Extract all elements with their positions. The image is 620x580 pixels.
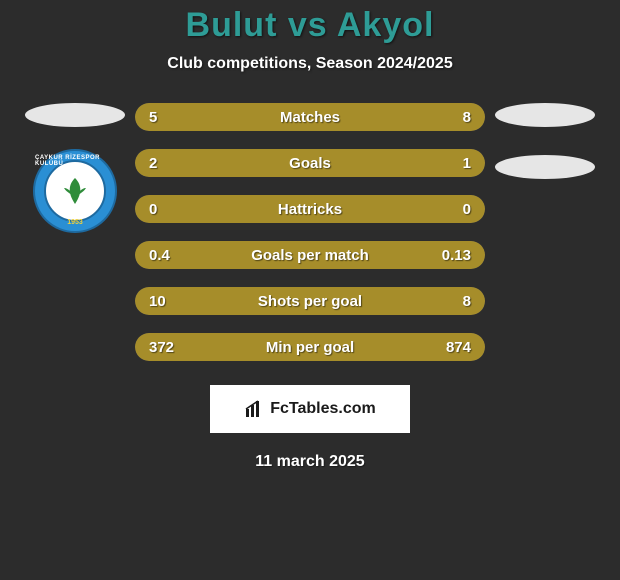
page-title: Bulut vs Akyol [0, 0, 620, 45]
content-row: ÇAYKUR RİZESPOR KULÜBÜ 1953 5 8 Matches 2 1 G… [0, 103, 620, 361]
stats-column: 5 8 Matches 2 1 Goals 0 0 Hattricks 0.4 0.13 Goals … [135, 103, 485, 361]
stat-value-right: 0.13 [442, 247, 471, 264]
stat-value-left: 10 [149, 293, 166, 310]
source-badge: FcTables.com [210, 385, 410, 433]
stat-row: 372 874 Min per goal [135, 333, 485, 361]
club-logo-top-text: ÇAYKUR RİZESPOR KULÜBÜ [35, 155, 115, 167]
player-left-ellipse [25, 103, 125, 127]
club-logo-inner [44, 160, 106, 222]
player-right-ellipse-2 [495, 155, 595, 179]
player-right-ellipse-1 [495, 103, 595, 127]
club-logo-year: 1953 [67, 219, 83, 226]
stat-name: Min per goal [266, 339, 354, 356]
stat-value-right: 8 [463, 109, 471, 126]
right-player-column [485, 103, 605, 361]
stat-value-left: 372 [149, 339, 174, 356]
stat-value-left: 5 [149, 109, 157, 126]
stat-value-right: 8 [463, 293, 471, 310]
leaf-icon [58, 174, 92, 208]
stat-value-right: 0 [463, 201, 471, 218]
stat-fill-left [135, 149, 370, 177]
title-player-left: Bulut [186, 6, 278, 44]
source-badge-text: FcTables.com [270, 400, 376, 418]
chart-icon [244, 399, 264, 419]
stat-value-left: 2 [149, 155, 157, 172]
stat-value-right: 874 [446, 339, 471, 356]
stat-name: Goals [289, 155, 331, 172]
stat-row: 10 8 Shots per goal [135, 287, 485, 315]
title-player-right: Akyol [337, 6, 435, 44]
stat-row: 0 0 Hattricks [135, 195, 485, 223]
stat-row: 2 1 Goals [135, 149, 485, 177]
stat-row: 0.4 0.13 Goals per match [135, 241, 485, 269]
infographic-date: 11 march 2025 [0, 453, 620, 471]
stat-value-left: 0.4 [149, 247, 170, 264]
subtitle: Club competitions, Season 2024/2025 [0, 55, 620, 73]
stat-name: Matches [280, 109, 340, 126]
stat-value-right: 1 [463, 155, 471, 172]
stat-value-left: 0 [149, 201, 157, 218]
title-vs: vs [288, 6, 328, 44]
stat-name: Hattricks [278, 201, 342, 218]
player-left-club-logo: ÇAYKUR RİZESPOR KULÜBÜ 1953 [33, 149, 117, 233]
left-player-column: ÇAYKUR RİZESPOR KULÜBÜ 1953 [15, 103, 135, 361]
stat-row: 5 8 Matches [135, 103, 485, 131]
stat-name: Goals per match [251, 247, 369, 264]
comparison-infographic: Bulut vs Akyol Club competitions, Season… [0, 0, 620, 580]
stat-name: Shots per goal [258, 293, 362, 310]
